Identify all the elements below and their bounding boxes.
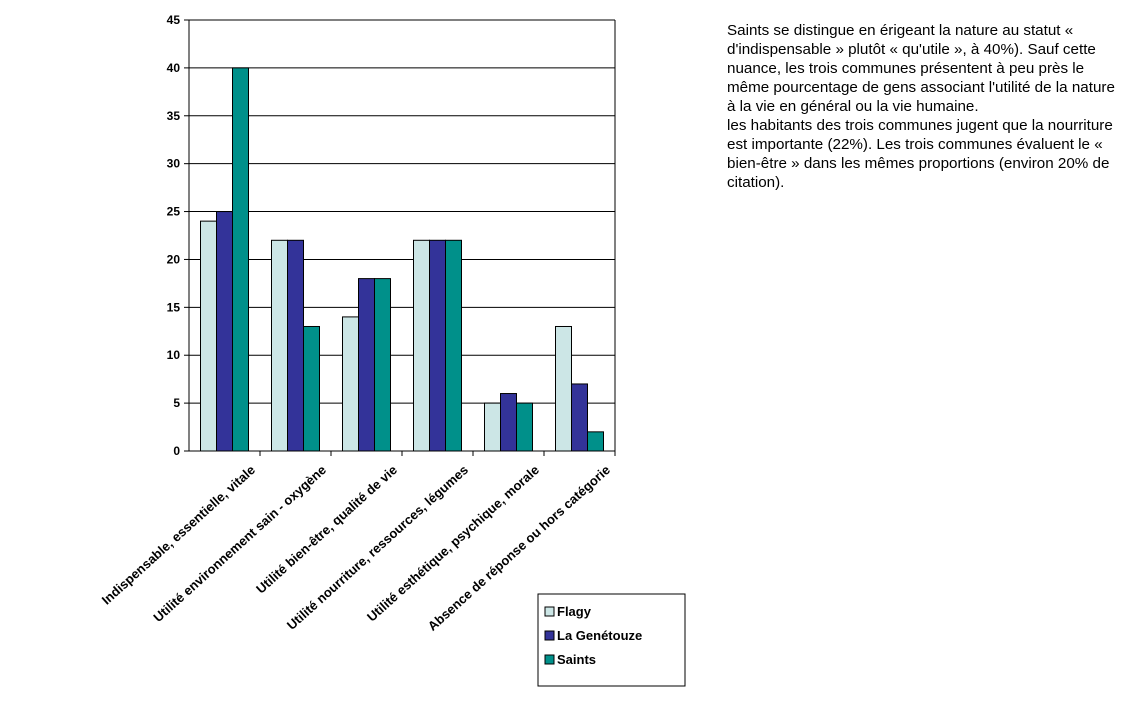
- commentary-paragraph-1: Saints se distingue en érigeant la natur…: [727, 22, 1115, 115]
- bar-flagy-2: [342, 316, 359, 452]
- legend-label: Saints: [557, 652, 596, 667]
- legend-swatch: [544, 654, 555, 665]
- bar-la-gen-touze-3: [429, 239, 446, 452]
- bar-saints-3: [445, 239, 462, 452]
- bar-flagy-5: [555, 325, 572, 452]
- bars: [200, 67, 604, 452]
- bar-flagy-4: [484, 402, 501, 452]
- bar-saints-1: [303, 325, 320, 452]
- y-tick-label: 30: [167, 157, 181, 171]
- x-category-labels: Indispensable, essentielle, vitaleUtilit…: [99, 462, 613, 634]
- bar-flagy-3: [413, 239, 430, 452]
- x-category-label: Indispensable, essentielle, vitale: [99, 462, 258, 608]
- y-tick-label: 10: [167, 348, 181, 362]
- bar-saints-2: [374, 278, 391, 452]
- legend: Flagy La Genétouze Saints: [537, 593, 686, 687]
- bar-la-gen-touze-2: [358, 278, 375, 452]
- y-tick-label: 5: [173, 396, 180, 410]
- commentary-text: Saints se distingue en érigeant la natur…: [727, 21, 1122, 192]
- y-tick-label: 20: [167, 252, 181, 266]
- bar-la-gen-touze-4: [500, 393, 517, 452]
- bar-la-gen-touze-0: [216, 211, 233, 452]
- bar-flagy-1: [271, 239, 288, 452]
- y-tick-label: 15: [167, 300, 181, 314]
- legend-swatch: [544, 606, 555, 617]
- y-tick-labels: 0 5 10 15 20 25 30 35 40 45: [167, 13, 181, 458]
- gridlines: [189, 19, 615, 404]
- y-tick-label: 0: [173, 444, 180, 458]
- legend-label: Flagy: [557, 604, 592, 619]
- bar-la-gen-touze-5: [571, 383, 588, 452]
- bar-saints-4: [516, 402, 533, 452]
- bar-saints-0: [232, 67, 249, 452]
- y-tick-label: 25: [167, 205, 181, 219]
- y-tick-label: 35: [167, 109, 181, 123]
- legend-label: La Genétouze: [557, 628, 642, 643]
- y-tick-label: 45: [167, 13, 181, 27]
- legend-swatch: [544, 630, 555, 641]
- bar-saints-5: [587, 431, 604, 452]
- y-tick-label: 40: [167, 61, 181, 75]
- commentary-paragraph-2: les habitants des trois communes jugent …: [727, 117, 1113, 191]
- x-category-label: Utilité bien-être, qualité de vie: [253, 462, 400, 596]
- bar-flagy-0: [200, 220, 217, 452]
- axes: [184, 19, 616, 456]
- legend-box: [537, 593, 686, 687]
- bar-la-gen-touze-1: [287, 239, 304, 452]
